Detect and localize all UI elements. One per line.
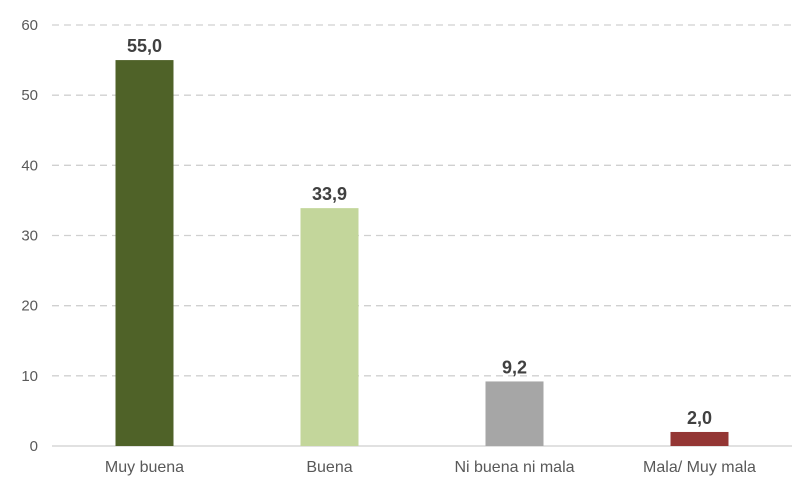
y-axis-tick-labels: 0 10 20 30 40 50 60 xyxy=(21,17,38,455)
category-label: Muy buena xyxy=(105,459,184,476)
bar xyxy=(115,60,174,446)
gridlines xyxy=(52,24,792,447)
y-tick-label: 50 xyxy=(21,87,38,104)
bar xyxy=(300,208,359,446)
y-tick-label: 60 xyxy=(21,17,38,34)
data-label: 2,0 xyxy=(687,408,712,428)
data-labels: 55,0 33,9 9,2 2,0 xyxy=(127,36,712,428)
y-tick-label: 30 xyxy=(21,228,38,245)
y-tick-label: 40 xyxy=(21,157,38,174)
y-tick-label: 10 xyxy=(21,368,38,385)
category-label: Mala/ Muy mala xyxy=(643,459,756,476)
bars xyxy=(115,60,729,446)
bar xyxy=(670,431,729,446)
y-tick-label: 0 xyxy=(30,438,38,455)
bar xyxy=(485,381,544,446)
data-label: 33,9 xyxy=(312,184,347,204)
data-label: 55,0 xyxy=(127,36,162,56)
category-label: Ni buena ni mala xyxy=(454,459,574,476)
x-axis-category-labels: Muy buena Buena Ni buena ni mala Mala/ Muy … xyxy=(105,459,756,476)
y-tick-label: 20 xyxy=(21,298,38,315)
category-label: Buena xyxy=(306,459,352,476)
data-label: 9,2 xyxy=(502,357,527,377)
